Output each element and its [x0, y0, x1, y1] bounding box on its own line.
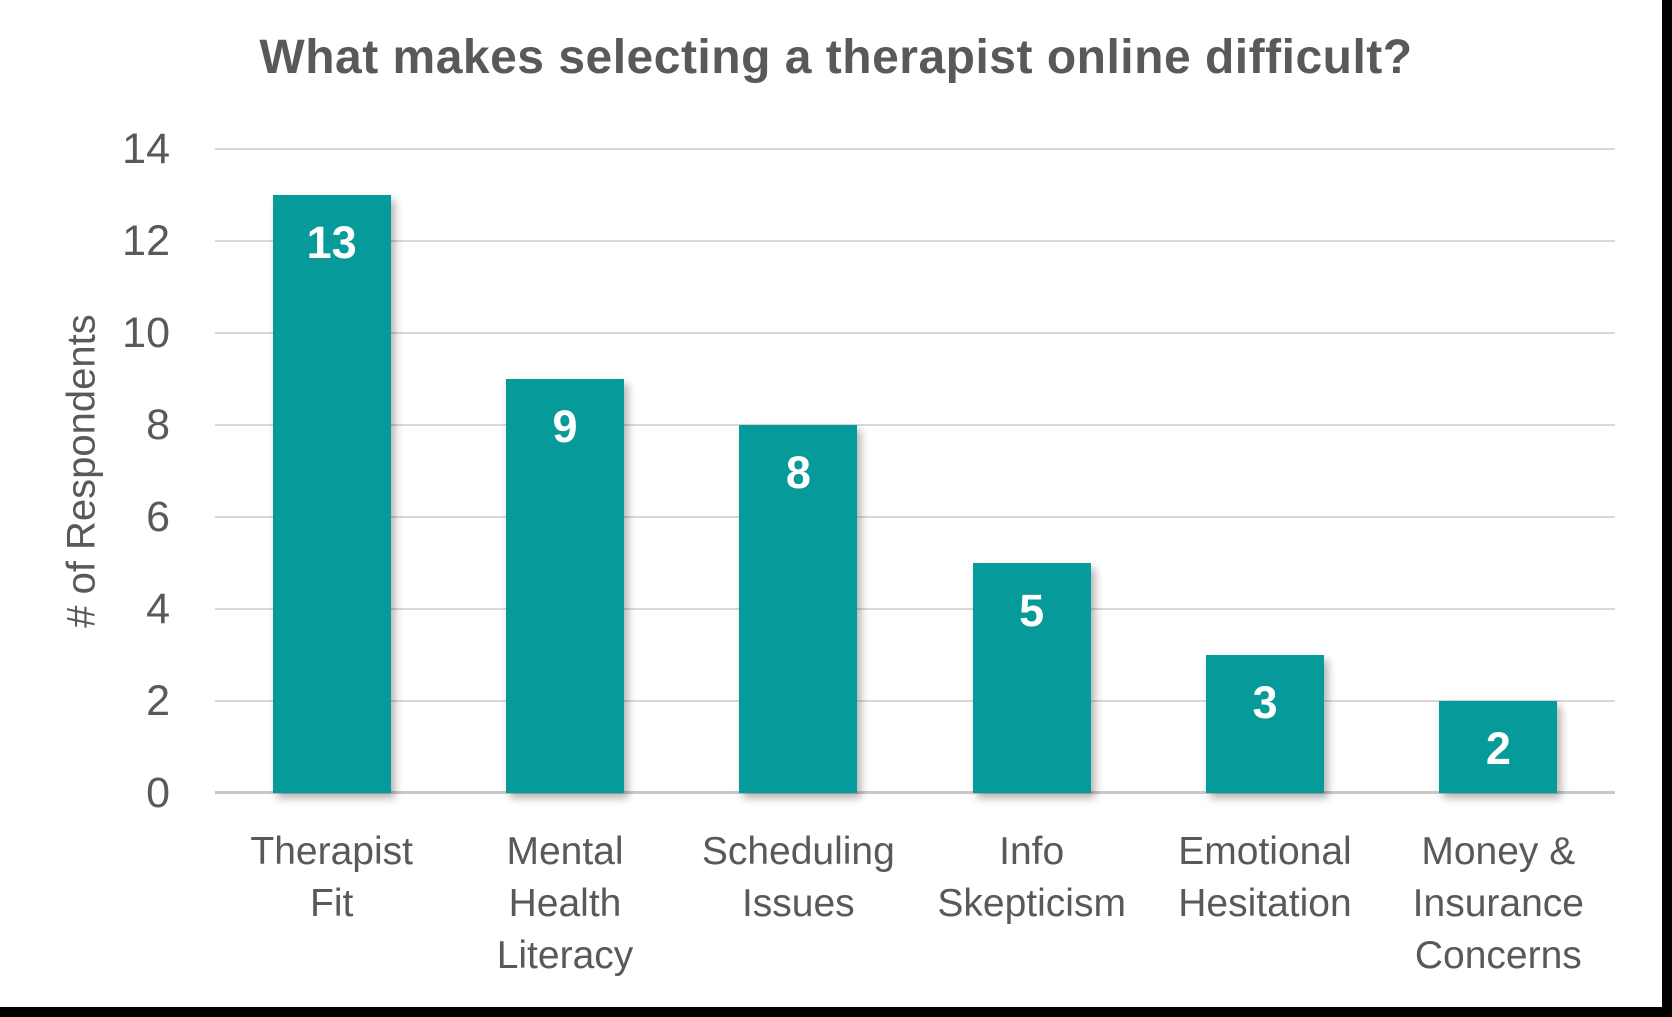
bar-value-label: 2 — [1485, 723, 1511, 774]
bar-value-label: 3 — [1252, 677, 1278, 728]
x-category-label: Money & Insurance Concerns — [1412, 830, 1584, 977]
y-tick-label: 6 — [146, 493, 170, 541]
x-category-label: Therapist Fit — [250, 830, 413, 925]
bar: 9 — [506, 379, 624, 793]
gridline — [215, 608, 1615, 610]
gridline — [215, 424, 1615, 426]
gridline — [215, 516, 1615, 518]
x-category-label: Scheduling Issues — [701, 830, 895, 925]
bar-value-label: 5 — [1019, 585, 1045, 636]
gridline — [215, 700, 1615, 702]
bar: 13 — [272, 195, 391, 793]
bar: 2 — [1439, 701, 1558, 793]
gridline — [215, 148, 1615, 150]
gridline — [215, 332, 1615, 334]
y-tick-label: 2 — [146, 677, 170, 725]
frame-right-strip — [1662, 0, 1672, 1017]
x-category-label: Mental Health Literacy — [496, 830, 634, 977]
bar-value-label: 9 — [552, 401, 578, 452]
y-tick-label: 8 — [146, 401, 170, 449]
bar-value-label: 8 — [785, 447, 811, 498]
x-axis-line — [215, 791, 1615, 794]
frame-bottom-strip — [0, 1007, 1672, 1017]
y-tick-label: 14 — [122, 125, 170, 173]
y-tick-label: 4 — [146, 585, 170, 633]
y-tick-label: 12 — [122, 217, 170, 265]
gridline — [215, 240, 1615, 242]
bar: 3 — [1206, 655, 1324, 793]
bar-value-label: 13 — [306, 217, 357, 268]
y-tick-label: 10 — [122, 309, 170, 357]
x-category-label: Emotional Hesitation — [1178, 830, 1352, 925]
y-tick-label: 0 — [146, 769, 170, 817]
bar: 5 — [972, 563, 1091, 793]
bar: 8 — [739, 425, 858, 793]
x-category-label: Info Skepticism — [937, 830, 1126, 925]
chart-title: What makes selecting a therapist online … — [259, 31, 1413, 84]
